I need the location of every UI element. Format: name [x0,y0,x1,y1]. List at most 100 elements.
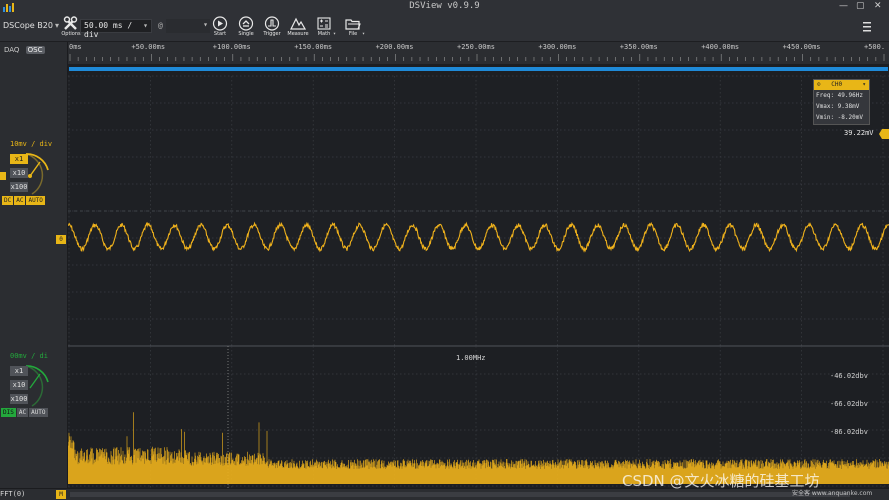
ch0-coupling-group: DC AC AUTO [2,196,46,205]
ch1-probe-x10[interactable]: x10 [10,380,28,390]
minimize-icon[interactable]: — [839,1,848,11]
title-bar: DSView v0.9.9 — ▢ ✕ [0,0,889,14]
measure-label: Measure [287,31,309,37]
chevron-down-icon: ▾ [54,21,59,30]
folder-icon [345,19,361,30]
fft-channel-tag: FFT(0) [0,490,26,498]
csdn-watermark: CSDN @文火冰糖的硅基工坊 [622,472,820,490]
chevron-down-icon[interactable]: ▾ [862,81,866,88]
ch0-vdiv-dial-icon[interactable] [22,148,56,198]
maximize-icon[interactable]: ▢ [856,1,865,11]
ch1-probe-x1[interactable]: x1 [10,366,28,376]
math-icon [317,17,331,30]
ch0-probe-x1[interactable]: x1 [10,154,28,164]
start-button[interactable]: Start [207,16,233,42]
fft-marker-button[interactable]: M [56,490,66,499]
measurement-freq: Freq: 49.96Hz [816,92,863,99]
timebase-value: 50.00 ms / div [84,21,133,39]
ch0-waveform-trace [68,221,889,253]
tab-osc[interactable]: OSC [25,46,45,54]
ch1-probe-x100[interactable]: x100 [10,394,28,404]
chevron-down-icon: ▾ [362,31,366,37]
channel-panel: DAQ OSC 10mv / div x1 x10 x100 DC AC AUTO … [0,42,68,488]
time-ruler-label: +150.00ms [294,43,333,51]
channel-0-controls: 10mv / div x1 x10 x100 DC AC AUTO [0,140,68,220]
device-select[interactable]: DSCope B20 ▾ [3,21,59,30]
single-capture-icon [238,16,254,31]
single-label: Single [238,31,254,37]
channel-1-controls: 00mv / di x1 x10 x100 DIS AC AUTO [0,352,68,432]
chevron-down-icon: ▾ [203,20,208,29]
trigger-button[interactable]: Trigger [259,16,285,42]
measurement-vmax: Vmax: 9.38mV [816,103,860,110]
single-button[interactable]: Single [233,16,259,42]
time-ruler-label: +200.00ms [375,43,414,51]
ch1-coupling-group: DIS AC AUTO [1,408,49,417]
play-icon [212,16,228,31]
ch0-coupling-auto[interactable]: AUTO [26,196,45,205]
ch1-coupling-dis[interactable]: DIS [1,408,16,417]
ch0-coupling-dc[interactable]: DC [2,196,14,205]
start-label: Start [213,31,227,37]
tab-daq[interactable]: DAQ [4,46,20,54]
measurement-vmin: Vmin: -8.20mV [816,114,863,121]
gear-icon[interactable]: ⊙ [817,81,821,88]
ch1-coupling-ac[interactable]: AC [16,408,29,417]
status-bar: FFT(0) M [0,488,889,500]
time-ruler-label: +300.00ms [538,43,577,51]
at-symbol: @ [158,21,163,30]
options-label: Options [61,31,81,37]
ch1-vdiv-dial-icon[interactable] [22,360,56,410]
timebase-select[interactable]: 50.00 ms / div ▾ [80,19,152,39]
time-ruler-label: +350.00ms [619,43,658,51]
ch0-side-indicator [0,172,68,180]
ch0-indicator-mark [0,172,6,180]
ch0-position-marker[interactable]: 0 [56,235,66,244]
sample-rate-select[interactable]: ▾ [166,19,210,33]
file-button[interactable]: File ▾ [340,16,366,42]
capture-progress-bar [69,67,888,71]
menu-icon[interactable] [863,22,871,32]
fft-spectrum-trace [68,412,889,484]
math-label: Math [317,31,331,37]
file-label: File [348,31,358,37]
device-name: DSCope B20 [3,21,53,30]
ch1-coupling-auto[interactable]: AUTO [29,408,48,417]
ch0-probe-x10[interactable]: x10 [10,168,28,178]
waveform-canvas[interactable] [68,42,889,488]
time-ruler-label: 0ms [69,43,82,51]
measure-button[interactable]: Measure [285,16,311,42]
trigger-level-marker-icon[interactable] [879,129,889,139]
time-ruler-label: +100.00ms [212,43,251,51]
trigger-icon [264,16,280,31]
waveform-area[interactable]: 0ms +50.00ms +100.00ms +150.00ms +200.00ms +2… [68,42,889,488]
measurement-panel[interactable]: ⊙ CH0 ▾ Freq: 49.96Hz Vmax: 9.38mV Vmin:… [813,79,870,125]
anquanke-watermark: 安全客 www.anquanke.com [792,490,873,497]
mode-tabs: DAQ OSC [2,46,45,54]
trigger-label: Trigger [263,31,281,37]
time-ruler-label: +450.00ms [782,43,821,51]
horizontal-scrollbar[interactable] [70,492,850,497]
time-ruler-label: +500. [864,43,886,51]
time-ruler-label: +50.00ms [131,43,166,51]
ch1-vdiv-label: 00mv / di [10,352,48,360]
wrench-icon [63,16,78,30]
toolbar: DSCope B20 ▾ Options 50.00 ms / div ▾ @ ▾… [0,14,889,42]
trigger-level-value: 39.22mV [844,129,874,137]
ch0-probe-x100[interactable]: x100 [10,182,28,192]
fft-db-label-3: -86.02dbv [830,428,868,436]
options-button[interactable]: Options [58,16,84,42]
fft-db-label-1: -46.02dbv [830,372,868,380]
fft-center-frequency: 1.00MHz [456,354,486,362]
chevron-down-icon: ▾ [143,21,148,30]
window-title: DSView v0.9.9 [409,1,480,11]
app-logo-icon [3,3,14,12]
measurement-channel: CH0 [831,81,843,88]
time-ruler-label: +400.00ms [701,43,740,51]
close-icon[interactable]: ✕ [874,1,882,11]
math-button[interactable]: Math ▾ [311,16,337,42]
chevron-down-icon: ▾ [333,31,337,37]
measure-icon [290,17,306,30]
ch0-coupling-ac[interactable]: AC [14,196,26,205]
measurement-header: ⊙ CH0 ▾ [814,80,869,90]
